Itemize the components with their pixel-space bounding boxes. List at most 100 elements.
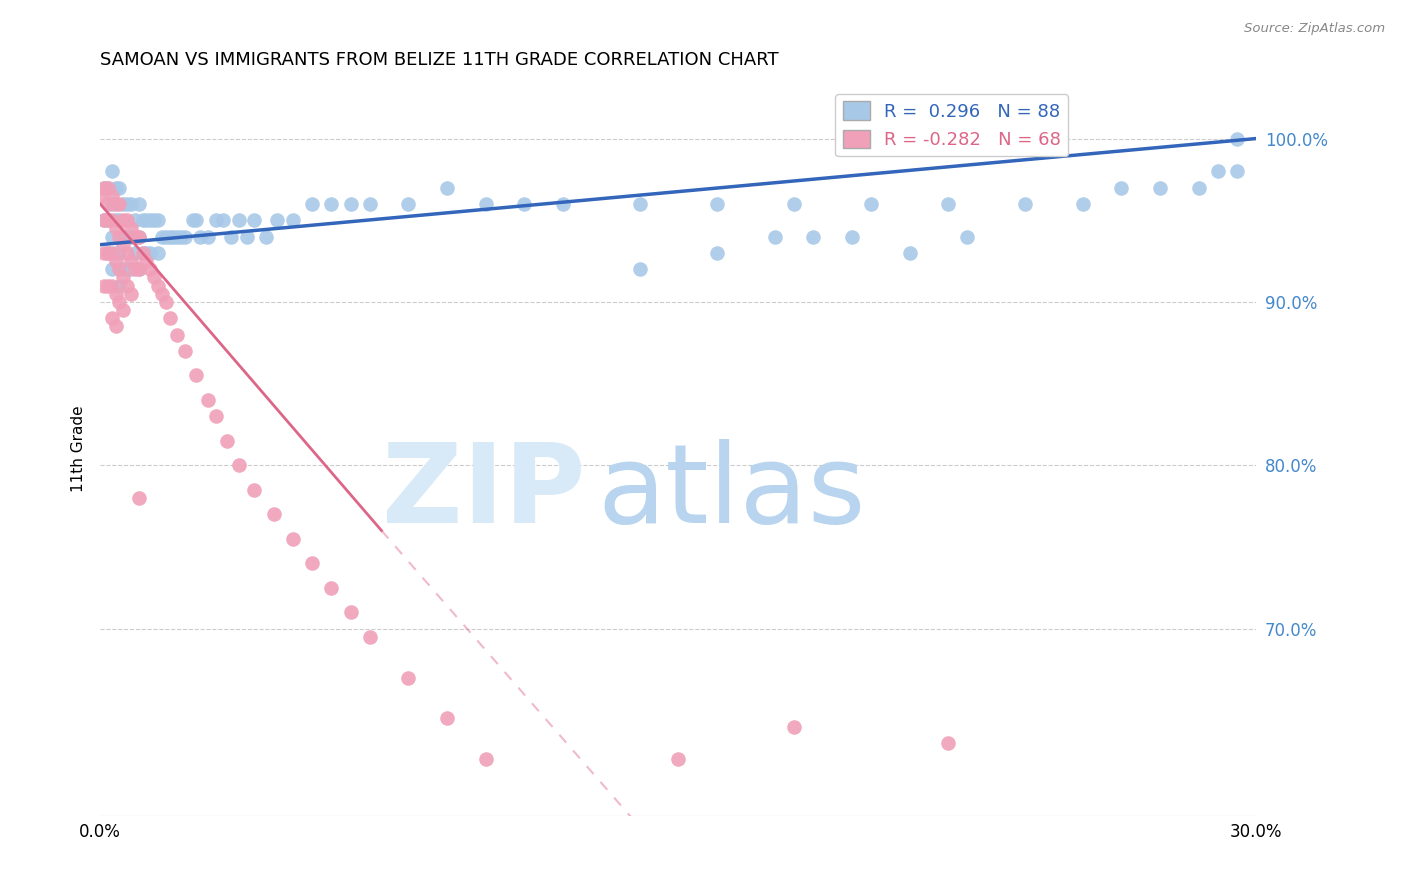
Point [93,213,115,227]
Point [186,368,208,383]
Point [93,180,115,194]
Point [112,270,135,285]
Point [301,556,323,570]
Point [115,229,138,244]
Point [398,197,420,211]
Point [108,262,131,277]
Point [281,532,304,546]
Point [112,229,135,244]
Point [104,286,127,301]
Point [841,229,863,244]
Point [243,213,266,227]
Point [1149,180,1171,194]
Point [204,409,226,424]
Point [139,262,162,277]
Point [266,213,288,227]
Point [97,180,120,194]
Point [120,254,142,268]
Point [100,311,122,326]
Point [128,491,150,505]
Point [219,229,242,244]
Point [104,213,127,227]
Point [104,254,127,268]
Text: atlas: atlas [598,440,866,547]
Point [108,278,131,293]
Point [93,278,115,293]
Point [321,581,343,595]
Point [436,711,458,725]
Point [628,262,651,277]
Point [197,392,219,407]
Point [97,245,120,260]
Point [104,180,127,194]
Point [104,319,127,334]
Point [135,254,157,268]
Point [108,197,131,211]
Point [100,278,122,293]
Point [150,229,173,244]
Point [1187,180,1209,194]
Point [763,229,786,244]
Point [146,278,169,293]
Point [159,311,181,326]
Point [359,630,381,644]
Point [159,229,181,244]
Point [436,180,458,194]
Point [513,197,536,211]
Point [551,817,574,831]
Text: SAMOAN VS IMMIGRANTS FROM BELIZE 11TH GRADE CORRELATION CHART: SAMOAN VS IMMIGRANTS FROM BELIZE 11TH GR… [100,51,779,69]
Point [135,213,157,227]
Point [143,213,166,227]
Point [936,736,959,750]
Point [97,278,120,293]
Point [155,229,177,244]
Point [112,213,135,227]
Point [120,221,142,235]
Point [128,197,150,211]
Point [104,221,127,235]
Y-axis label: 11th Grade: 11th Grade [72,406,86,492]
Point [1014,197,1036,211]
Point [243,483,266,497]
Point [628,197,651,211]
Point [339,605,361,619]
Point [120,262,142,277]
Point [155,294,177,309]
Point [339,197,361,211]
Point [706,245,728,260]
Point [146,245,169,260]
Point [235,229,257,244]
Point [174,229,197,244]
Point [801,229,824,244]
Point [97,180,120,194]
Point [115,262,138,277]
Point [115,197,138,211]
Point [150,286,173,301]
Point [124,262,146,277]
Point [139,245,162,260]
Point [166,229,188,244]
Point [112,262,135,277]
Point [115,278,138,293]
Point [1226,164,1249,178]
Point [170,229,193,244]
Point [115,245,138,260]
Point [162,229,184,244]
Legend: R =  0.296   N = 88, R = -0.282   N = 68: R = 0.296 N = 88, R = -0.282 N = 68 [835,94,1069,156]
Point [359,197,381,211]
Point [108,213,131,227]
Point [212,213,235,227]
Point [100,197,122,211]
Point [135,245,157,260]
Point [956,229,979,244]
Point [131,245,153,260]
Point [1226,131,1249,145]
Point [217,434,239,448]
Point [120,229,142,244]
Point [128,262,150,277]
Point [166,327,188,342]
Point [321,197,343,211]
Point [131,213,153,227]
Point [100,213,122,227]
Point [197,229,219,244]
